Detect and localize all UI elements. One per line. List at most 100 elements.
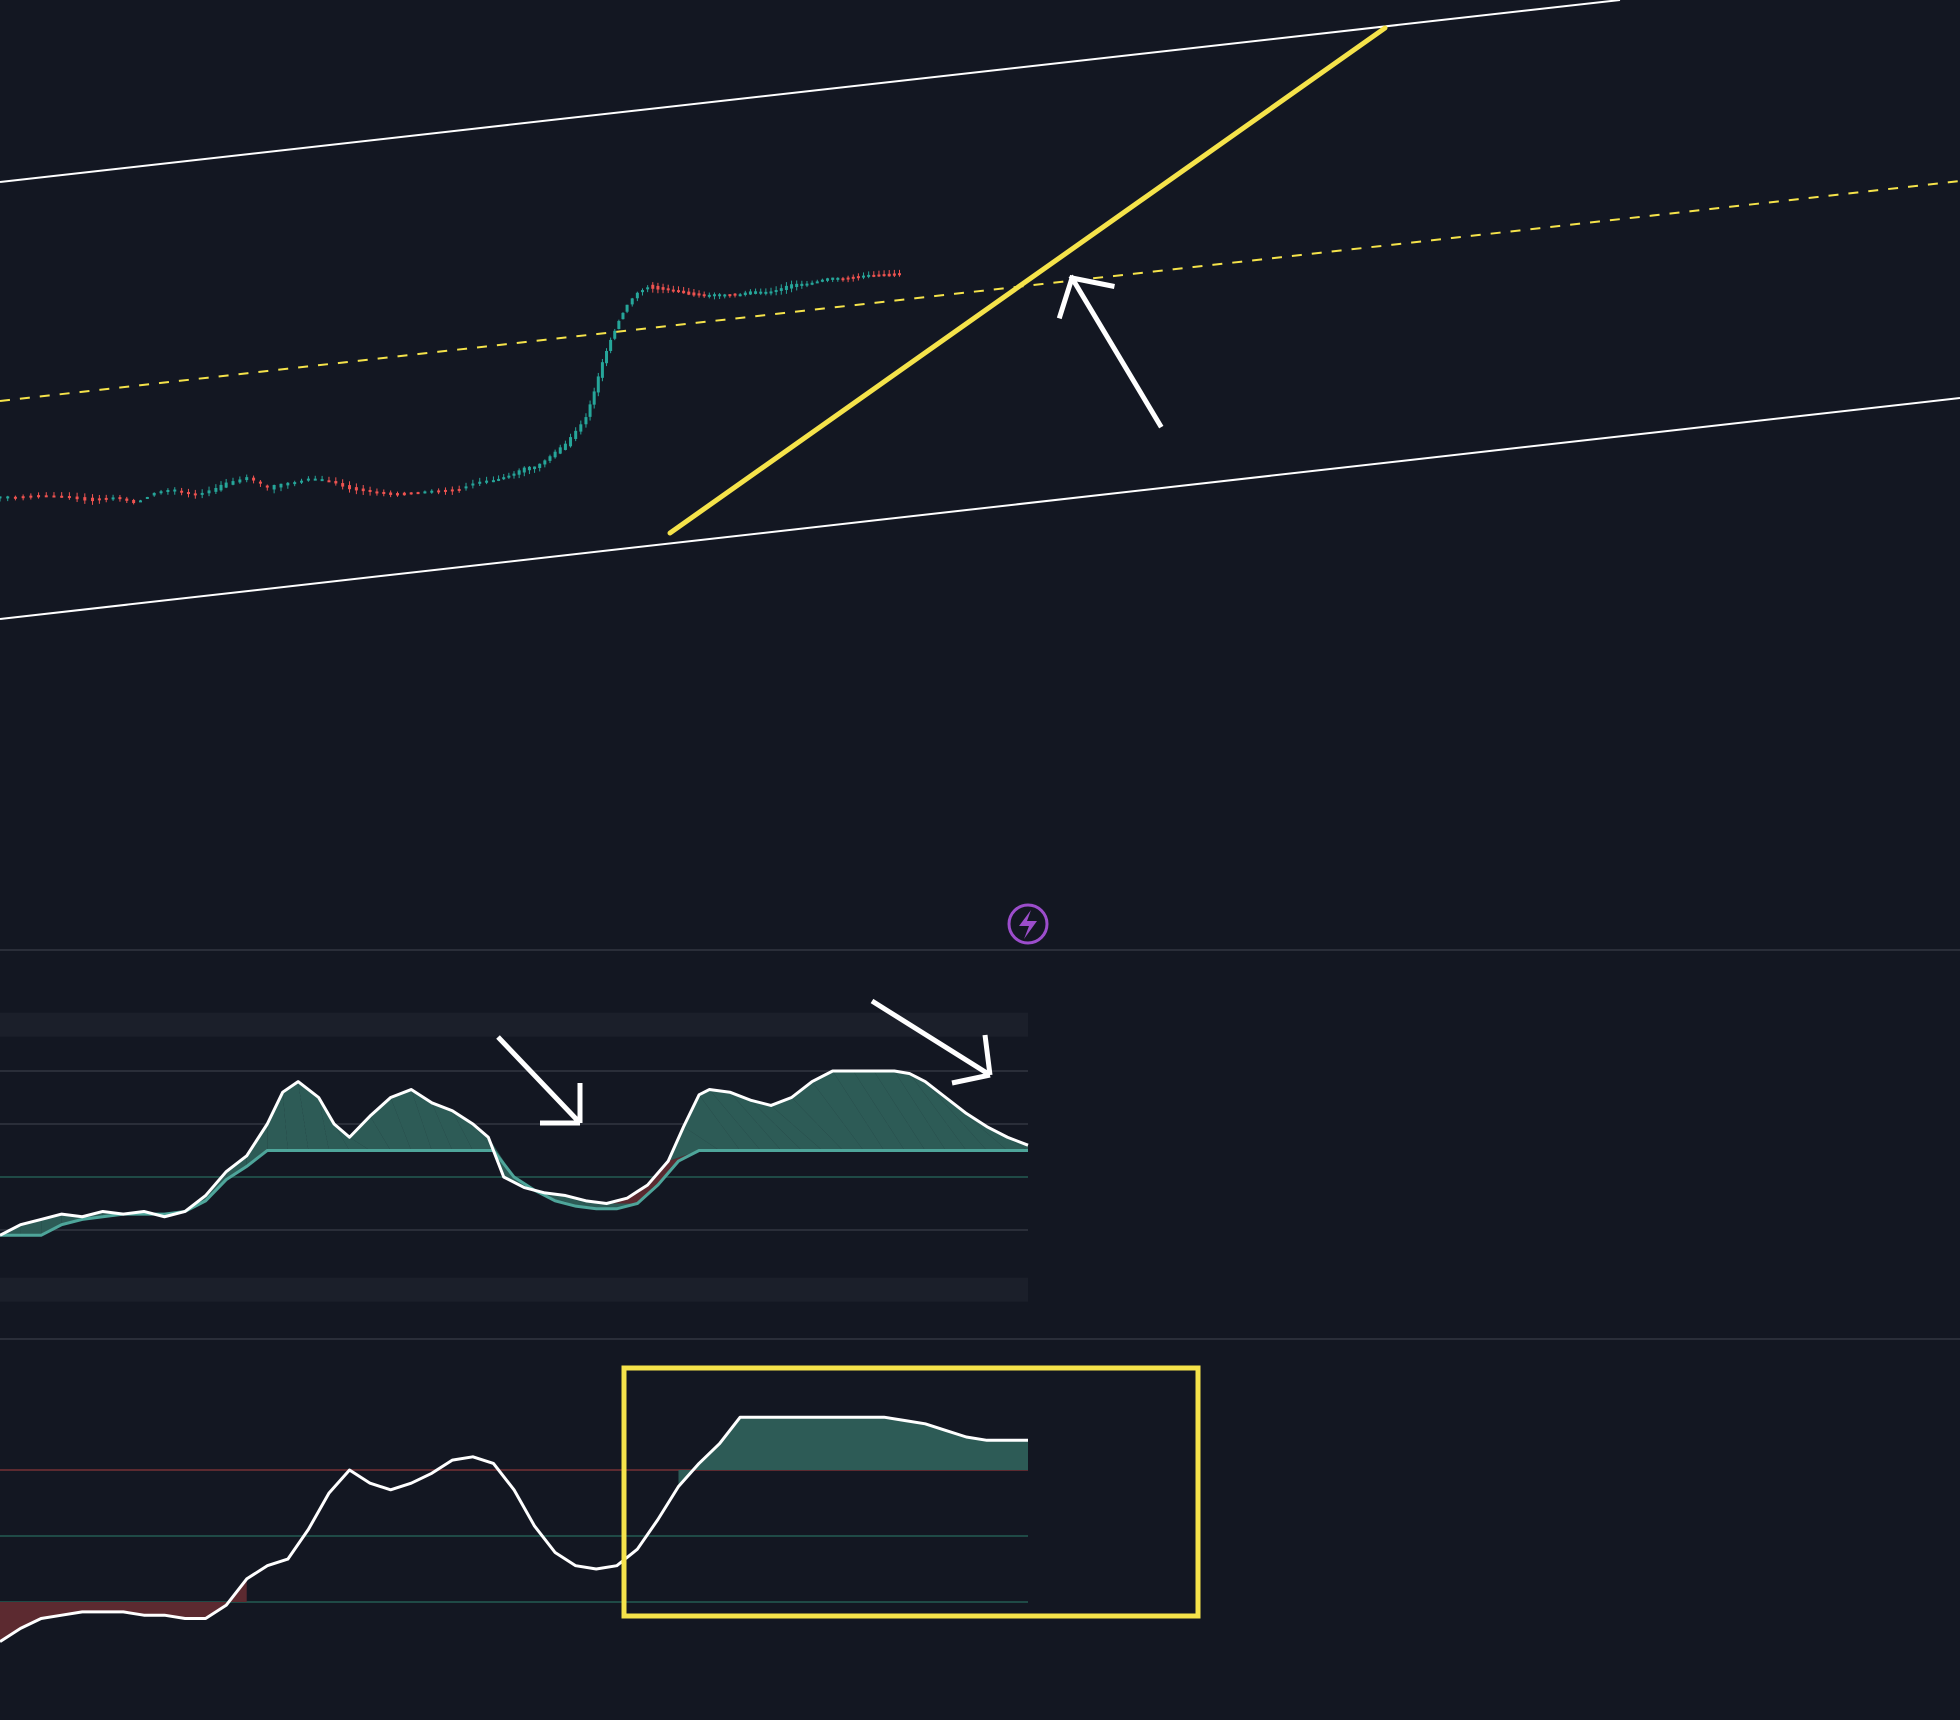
candle-body [512, 473, 516, 476]
osc1-fill-segment [894, 1071, 967, 1151]
candle-body [613, 330, 617, 339]
osc1-fill-segment [226, 1155, 247, 1180]
candle-body [272, 484, 276, 490]
candle-body [83, 497, 87, 501]
candle-body [75, 496, 79, 500]
osc1-fill-segment [390, 1089, 432, 1151]
candle-body [502, 477, 506, 480]
candle-body [877, 274, 881, 277]
osc1-fill-segment [909, 1073, 987, 1151]
candle-body [887, 273, 891, 277]
osc1-fill-segment [298, 1081, 329, 1151]
candle-body [97, 498, 101, 501]
osc1-fill-segment [452, 1110, 494, 1151]
candle-body [368, 489, 372, 492]
candle-body [91, 497, 95, 502]
candle-body [774, 290, 778, 293]
candle-body [867, 274, 871, 277]
osc1-fill-segment [370, 1097, 412, 1151]
candle-body [52, 495, 56, 498]
candle-body [104, 497, 108, 500]
candle-body [579, 424, 583, 432]
candle-body [132, 499, 136, 504]
osc1-fill-segment [544, 1192, 597, 1209]
candle-body [300, 480, 304, 483]
osc1-fill-segment [411, 1089, 453, 1151]
candle-body [892, 273, 896, 276]
candle-body [207, 490, 211, 494]
osc2-bull-fill [678, 1417, 1028, 1487]
osc1-fill-segment [812, 1071, 885, 1151]
candle-body [214, 487, 218, 492]
candle-body [733, 293, 737, 296]
candle-body [507, 475, 511, 478]
candle-body [617, 320, 621, 329]
candle-body [728, 294, 732, 297]
candle-body [656, 285, 660, 290]
candle-body [471, 483, 475, 486]
candle-body [671, 289, 675, 292]
candle-body [682, 290, 686, 294]
candle-body [795, 283, 799, 288]
candle-body [293, 482, 297, 485]
candle-body [764, 291, 768, 294]
candle-body [219, 484, 223, 491]
osc1-fill-segment [832, 1071, 905, 1151]
candle-body [872, 274, 876, 277]
candle-body [409, 492, 413, 495]
candle-body [286, 482, 290, 486]
candle-body [533, 466, 537, 470]
candle-body [437, 490, 441, 493]
candle-body [402, 492, 406, 496]
candle-body [423, 491, 427, 494]
candle-body [836, 277, 840, 280]
osc1-fill-segment [791, 1081, 864, 1151]
candle-body [621, 312, 625, 320]
candle-body [723, 294, 727, 297]
candle-body [0, 496, 2, 499]
candle-body [478, 481, 482, 484]
candle-body [193, 493, 197, 496]
candle-body [738, 294, 742, 297]
candle-body [841, 278, 845, 281]
candle-body [810, 282, 814, 285]
candle-body [450, 489, 454, 492]
candle-body [538, 463, 542, 469]
candle-body [118, 497, 122, 500]
candle-body [21, 496, 25, 499]
candle-body [592, 391, 596, 405]
candle-body [395, 493, 399, 496]
osc1-fill-segment [606, 1184, 658, 1204]
osc2-main-line [0, 1415, 1028, 1643]
candle-body [707, 294, 711, 297]
candle-body [800, 283, 804, 286]
candle-body [166, 490, 170, 493]
candle-body [485, 480, 489, 483]
candle-body [563, 443, 567, 450]
candle-body [754, 291, 758, 294]
candle-body [569, 437, 573, 447]
pullback-arrow [1056, 274, 1164, 429]
candle-body [548, 456, 552, 461]
candle-body [588, 404, 592, 417]
candle-body [200, 492, 204, 495]
candle-body [790, 284, 794, 289]
osc1-main-line [0, 1069, 1029, 1237]
osc2-bear-fill [0, 1578, 247, 1642]
candle-body [13, 496, 17, 499]
candle-body [389, 492, 393, 495]
candle-body [702, 294, 706, 297]
candle-body [457, 488, 461, 491]
candle-body [44, 495, 48, 498]
candle-body [666, 288, 670, 291]
osc1-fill-segment [709, 1089, 782, 1151]
candle-body [60, 495, 64, 498]
candle-body [180, 490, 184, 493]
candle-body [186, 492, 190, 495]
candle-body [600, 362, 604, 378]
candle-body [265, 485, 269, 488]
candle-body [125, 498, 129, 501]
candle-body [67, 496, 71, 499]
